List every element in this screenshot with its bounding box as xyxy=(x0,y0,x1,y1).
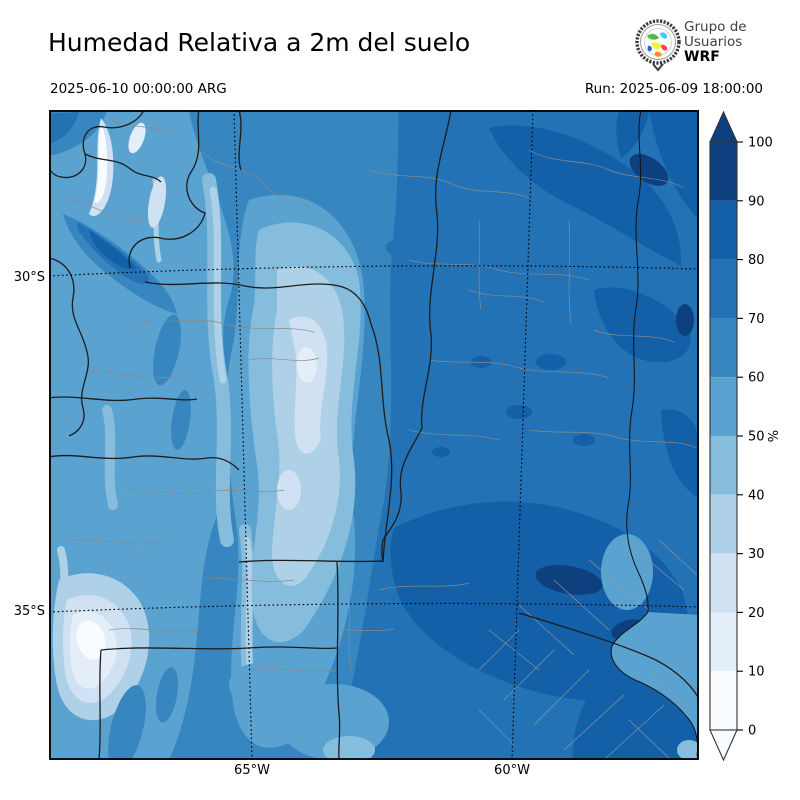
gridline-60w xyxy=(511,109,534,761)
colorbar-arrow-top xyxy=(709,110,738,143)
lat-label-30s: 30°S xyxy=(13,270,45,285)
cbar-tick-70: 70 xyxy=(748,312,765,327)
cbar-tick-30: 30 xyxy=(748,547,765,562)
cbar-tick-80: 80 xyxy=(748,253,765,268)
logo-line1: Grupo de xyxy=(684,19,747,35)
colorbar-unit-label: % xyxy=(767,430,782,442)
valid-time-label: 2025-06-10 00:00:00 ARG xyxy=(50,81,227,97)
logo-line2: Usuarios xyxy=(684,34,743,51)
colorbar: 100 90 80 70 60 50 40 30 20 10 0 % xyxy=(706,105,791,777)
colorbar-svg: 100 90 80 70 60 50 40 30 20 10 0 % xyxy=(709,110,782,762)
cbar-tick-60: 60 xyxy=(748,371,765,386)
gridline-35s xyxy=(48,602,700,613)
colorbar-arrow-bottom xyxy=(709,729,738,762)
colorbar-segments xyxy=(709,110,738,762)
cbar-tick-40: 40 xyxy=(748,488,765,503)
lon-label-60w: 60°W xyxy=(494,763,530,778)
rio-de-la-plata-coast xyxy=(610,611,699,757)
cbar-tick-100: 100 xyxy=(748,136,773,151)
logo-text: Grupo de Usuarios WRF xyxy=(684,19,747,66)
parana-river xyxy=(610,109,699,757)
wrf-users-logo: Grupo de Usuarios WRF xyxy=(633,12,793,78)
graticule xyxy=(48,109,700,761)
run-time-label: Run: 2025-06-09 18:00:00 xyxy=(584,81,763,97)
lon-label-65w: 65°W xyxy=(234,763,270,778)
colorbar-ticks: 100 90 80 70 60 50 40 30 20 10 0 xyxy=(737,136,773,739)
cbar-tick-90: 90 xyxy=(748,194,765,209)
logo-line3: WRF xyxy=(684,49,720,66)
humidity-fill-layer xyxy=(49,110,701,771)
province-borders xyxy=(48,109,699,761)
map-frame xyxy=(49,110,699,760)
humidity-map xyxy=(48,109,701,771)
cbar-tick-50: 50 xyxy=(748,430,765,445)
gridline-65w xyxy=(233,109,253,761)
globe-wreath-icon xyxy=(635,19,681,72)
lat-label-35s: 35°S xyxy=(13,604,45,619)
department-borders xyxy=(68,117,698,672)
cbar-tick-10: 10 xyxy=(748,665,765,680)
gridline-30s xyxy=(48,265,700,277)
buenos-aires-department-lattice xyxy=(478,539,698,761)
humidity-map-svg xyxy=(48,109,701,771)
cbar-tick-20: 20 xyxy=(748,606,765,621)
page-title: Humedad Relativa a 2m del suelo xyxy=(48,28,471,57)
cbar-tick-0: 0 xyxy=(748,724,756,739)
